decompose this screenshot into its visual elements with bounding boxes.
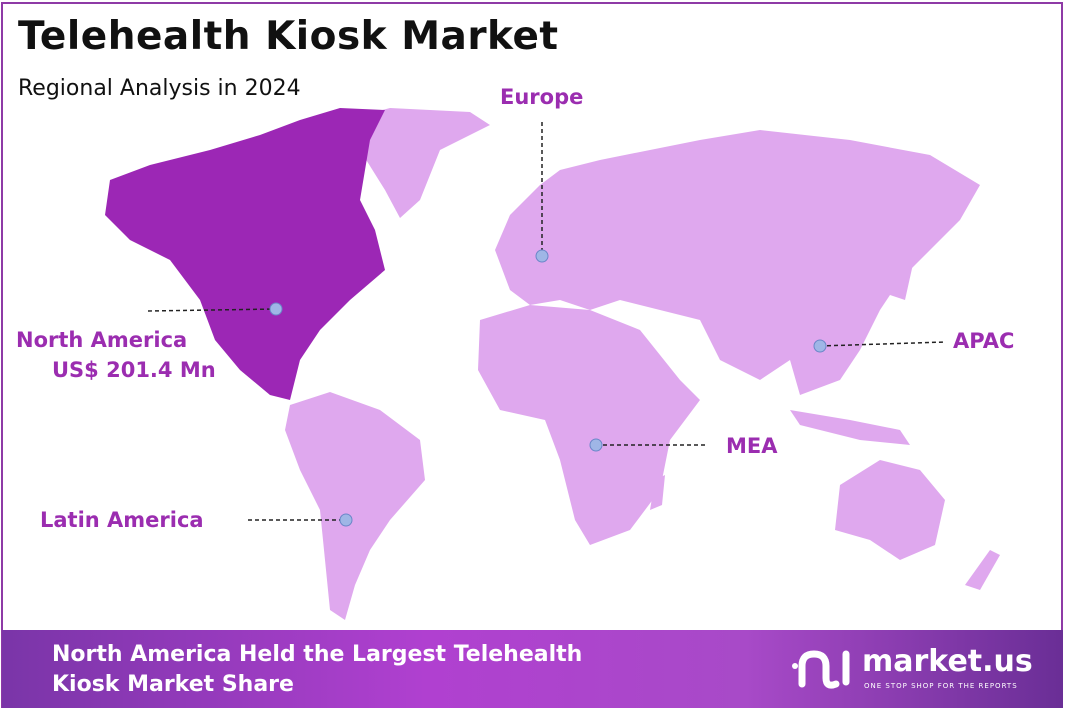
marker-latin-america bbox=[339, 513, 353, 527]
page-title: Telehealth Kiosk Market bbox=[18, 14, 559, 59]
banner-text: North America Held the Largest Telehealt… bbox=[52, 640, 582, 700]
indonesia bbox=[790, 410, 910, 445]
label-europe: Europe bbox=[500, 85, 584, 109]
greenland bbox=[345, 108, 490, 218]
marker-apac bbox=[813, 339, 827, 353]
europe-asia bbox=[495, 130, 980, 395]
japan bbox=[890, 250, 915, 300]
marker-mea bbox=[589, 438, 603, 452]
africa bbox=[478, 305, 700, 545]
australia bbox=[835, 460, 945, 560]
north-america bbox=[105, 108, 385, 400]
label-north-america: North America bbox=[16, 328, 188, 352]
label-mea: MEA bbox=[726, 434, 778, 458]
marker-north-america bbox=[269, 302, 283, 316]
banner-line-2: Kiosk Market Share bbox=[52, 672, 294, 697]
label-latin-america: Latin America bbox=[40, 508, 204, 532]
value-north-america: US$ 201.4 Mn bbox=[52, 358, 216, 382]
market-us-logo: market.us ONE STOP SHOP FOR THE REPORTS bbox=[792, 644, 1033, 698]
banner-line-1: North America Held the Largest Telehealt… bbox=[52, 642, 583, 667]
marker-europe bbox=[535, 249, 549, 263]
page-subtitle: Regional Analysis in 2024 bbox=[18, 76, 301, 101]
label-apac: APAC bbox=[953, 329, 1015, 353]
south-america bbox=[285, 392, 425, 620]
madagascar bbox=[650, 475, 665, 510]
footer-banner: North America Held the Largest Telehealt… bbox=[2, 630, 1063, 708]
logo-name: market.us bbox=[862, 644, 1033, 679]
new-zealand bbox=[965, 550, 1000, 590]
logo-icon bbox=[792, 650, 850, 689]
logo-tagline: ONE STOP SHOP FOR THE REPORTS bbox=[864, 682, 1018, 690]
